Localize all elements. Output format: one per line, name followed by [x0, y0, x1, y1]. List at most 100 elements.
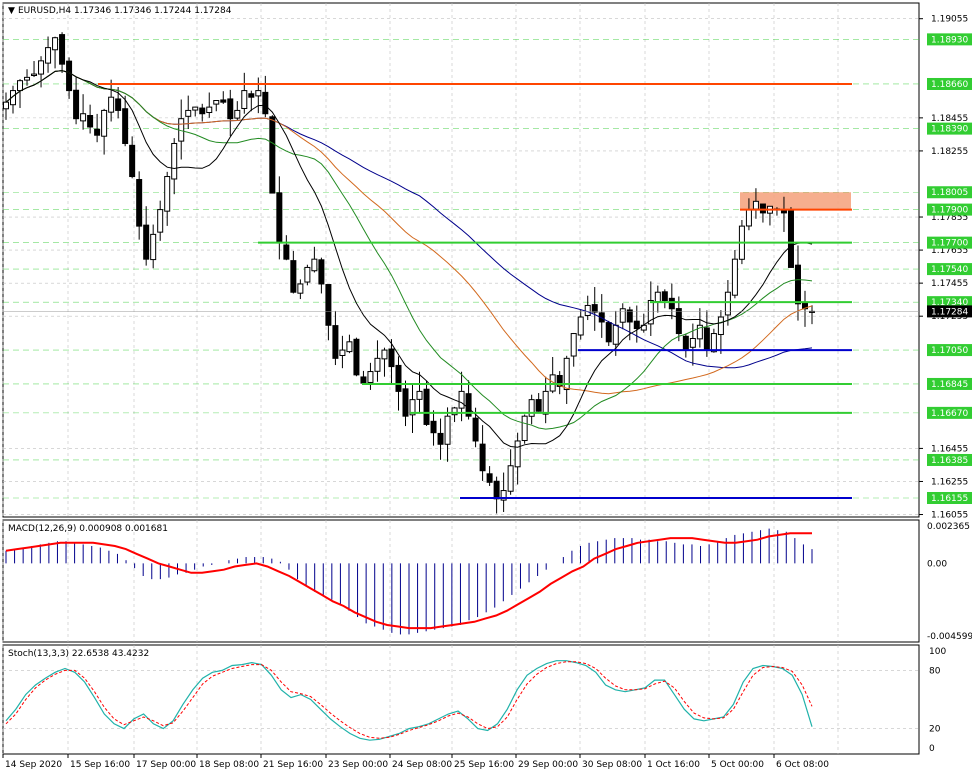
candle-bull	[381, 349, 388, 360]
candle-bear	[262, 91, 269, 115]
symbol-label: EURUSD,H4	[18, 6, 71, 16]
symbol-dropdown-icon: ▼	[8, 6, 15, 16]
candle-bull	[745, 209, 752, 227]
time-tick-label: 21 Sep 16:00	[263, 760, 323, 770]
candle-bear	[290, 260, 297, 293]
candle	[528, 394, 535, 425]
candle	[150, 224, 157, 269]
price-axis: 1.19055 1.18455 1.18255 1.17855 1.17655 1.174…	[919, 15, 972, 521]
candle-bull	[584, 304, 591, 316]
candle	[297, 279, 304, 300]
macd-signal-line	[5, 532, 812, 630]
level-label: 1.17540	[927, 263, 972, 276]
candle	[52, 36, 59, 69]
candle-bull	[164, 176, 171, 212]
candle	[402, 380, 409, 427]
candle-bear	[787, 209, 794, 268]
candle	[577, 310, 584, 340]
candle	[619, 303, 626, 330]
candle-bear	[472, 417, 479, 442]
candle	[59, 32, 66, 73]
macd-tick-label: 0.00	[927, 559, 947, 569]
macd-header: MACD(12,26,9) 0.000908 0.001681	[8, 524, 168, 534]
candle	[682, 333, 689, 358]
stoch-tick-label: 80	[929, 666, 941, 676]
candle	[325, 284, 332, 341]
candle	[731, 249, 738, 299]
candle-bull	[409, 399, 416, 416]
candle-bull	[752, 200, 759, 210]
price-tick-label: 1.17655	[931, 246, 968, 256]
candle-bear	[661, 291, 668, 301]
candle	[430, 410, 437, 446]
level-label: 1.18005	[927, 186, 972, 199]
candle-bear	[227, 98, 234, 120]
candle	[255, 77, 262, 114]
candle	[290, 250, 297, 294]
candle-bear	[493, 480, 500, 500]
price-tick-label: 1.16055	[931, 511, 968, 521]
candle-bull	[311, 258, 318, 272]
level-label-text: 1.17050	[931, 346, 968, 356]
candle-bull	[80, 113, 87, 122]
level-label-bg	[927, 377, 972, 390]
candle-bull	[38, 60, 45, 75]
candle-bull	[563, 357, 570, 391]
candle	[381, 347, 388, 377]
price-tick-label: 1.16255	[931, 477, 968, 487]
candle-bear	[269, 116, 276, 194]
level-label: 1.17700	[927, 236, 972, 249]
candle	[794, 245, 801, 321]
candle	[444, 407, 451, 462]
level-label: 1.16155	[927, 491, 972, 504]
price-tick-label: 1.18455	[931, 114, 968, 124]
level-label-bg	[927, 491, 972, 504]
candle	[549, 357, 556, 394]
candle-bear	[129, 144, 136, 178]
level-label-bg	[927, 453, 972, 466]
candle	[521, 414, 528, 444]
candle-bull	[514, 440, 521, 468]
level-label-bg	[927, 77, 972, 90]
candle-bull	[724, 291, 731, 316]
current-price-label: 1.17284	[931, 307, 968, 317]
level-label: 1.18660	[927, 77, 972, 90]
level-label: 1.18390	[927, 122, 972, 135]
candle-bear	[94, 128, 101, 136]
time-tick-label: 24 Sep 08:00	[392, 760, 452, 770]
candle	[346, 334, 353, 354]
candle-bull	[108, 96, 115, 113]
time-tick-label: 5 Oct 00:00	[711, 760, 764, 770]
candle-bull	[367, 371, 374, 383]
time-tick-label: 29 Sep 00:00	[518, 760, 578, 770]
level-label-bg	[927, 122, 972, 135]
candle-bear	[276, 192, 283, 244]
candle	[661, 289, 668, 309]
candle	[647, 281, 654, 336]
candle	[535, 393, 542, 412]
candle-bull	[255, 90, 262, 97]
candle-bear	[591, 304, 598, 313]
candle	[136, 171, 143, 240]
time-tick-label: 17 Sep 00:00	[136, 760, 196, 770]
macd-histogram	[5, 528, 813, 635]
level-label-text: 1.16670	[931, 409, 968, 419]
candles	[3, 32, 815, 514]
candle	[486, 466, 493, 486]
candle	[45, 36, 52, 73]
candle-bull	[101, 109, 108, 137]
candle-bull	[374, 357, 381, 372]
candle	[199, 103, 206, 122]
candle	[276, 176, 283, 260]
candle-bear	[759, 203, 766, 214]
candle	[423, 380, 430, 426]
candle-bull	[542, 390, 549, 415]
candle	[759, 203, 766, 223]
candle	[809, 305, 815, 325]
candle	[360, 370, 367, 384]
candle-bear	[115, 98, 122, 111]
candle-bear	[395, 364, 402, 392]
candle-bull	[339, 349, 346, 356]
candle-bear	[388, 348, 395, 368]
